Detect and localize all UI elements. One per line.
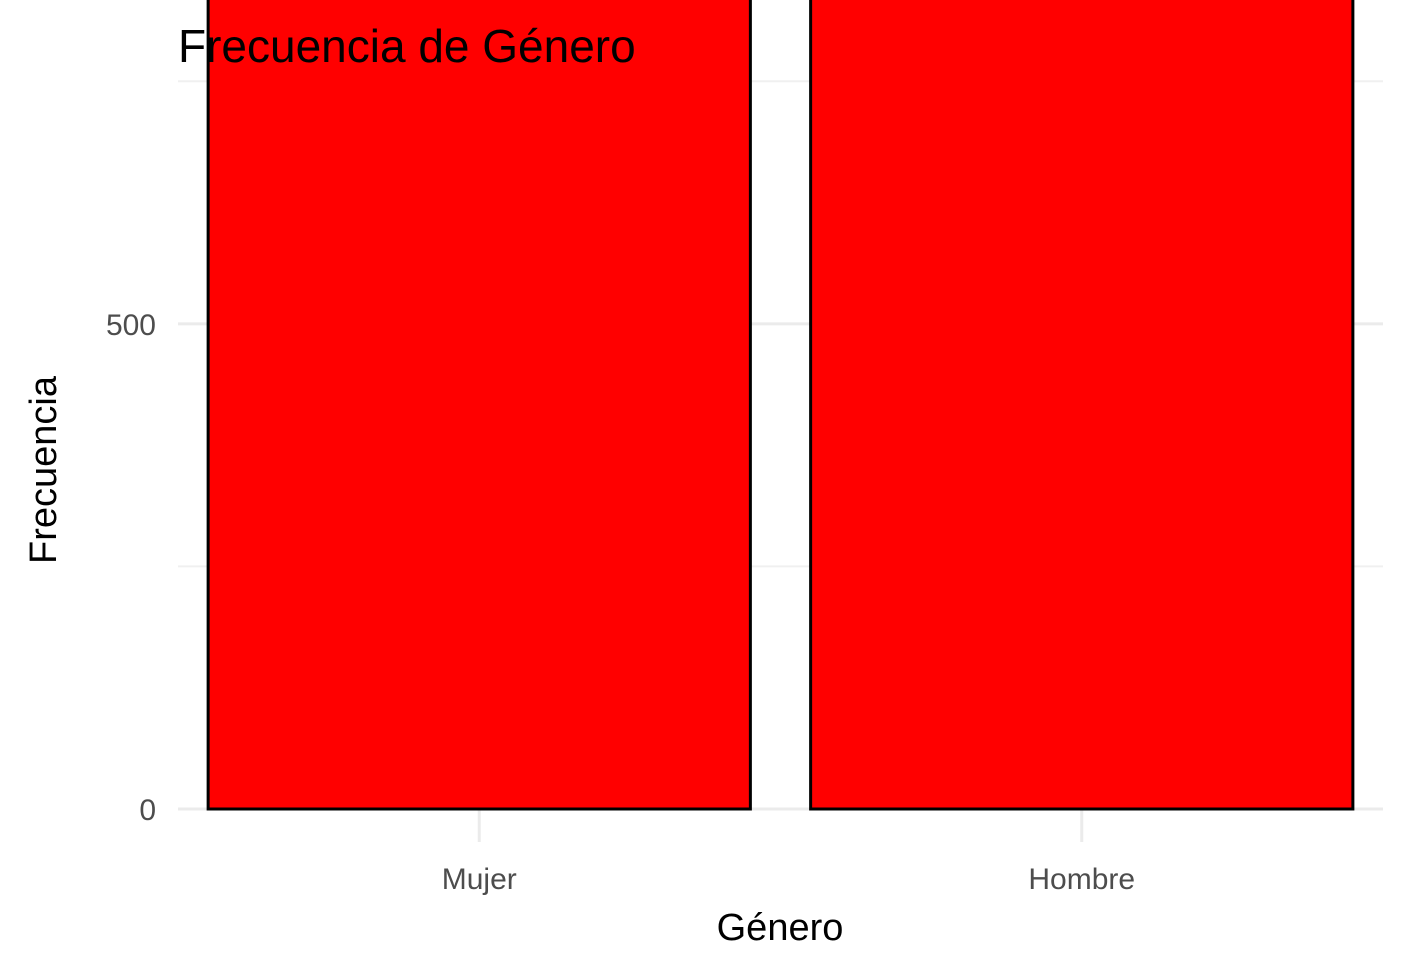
bar-mujer bbox=[206, 0, 752, 811]
x-tick-label-hombre: Hombre bbox=[1028, 863, 1135, 896]
x-axis-title: Género bbox=[717, 907, 844, 949]
y-tick-label: 0 bbox=[139, 794, 156, 827]
y-tick-label: 500 bbox=[106, 309, 156, 342]
labels-layer: 050010001042Mujer1400Hombre bbox=[106, 309, 1135, 896]
y-axis-title: Frecuencia bbox=[23, 375, 65, 564]
x-tick-label-mujer: Mujer bbox=[442, 863, 517, 896]
bar-hombre bbox=[809, 0, 1355, 811]
chart-title: Frecuencia de Género bbox=[178, 20, 636, 72]
bars-layer bbox=[206, 0, 1355, 811]
